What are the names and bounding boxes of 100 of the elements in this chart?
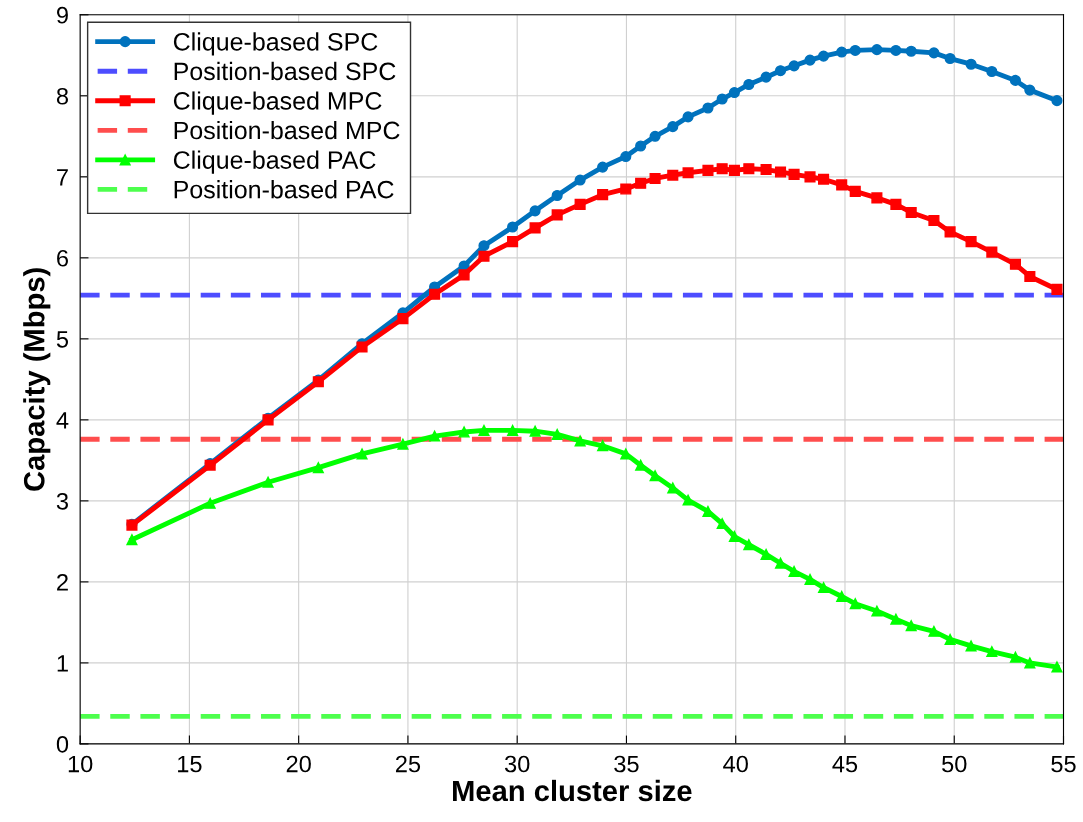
point bbox=[682, 494, 694, 506]
point bbox=[836, 46, 848, 58]
y-tick-label: 4 bbox=[56, 412, 69, 429]
y-tick-label: 9 bbox=[57, 6, 68, 24]
x-tick-label: 20 bbox=[286, 755, 311, 773]
legend-label: Clique-based MPC bbox=[173, 91, 382, 115]
x-tick-label: 45 bbox=[832, 755, 858, 773]
point bbox=[743, 539, 755, 551]
point bbox=[620, 183, 632, 195]
point bbox=[890, 198, 902, 210]
point bbox=[551, 428, 563, 440]
point bbox=[356, 448, 368, 460]
point bbox=[818, 50, 830, 62]
point bbox=[836, 179, 848, 191]
point bbox=[965, 640, 977, 652]
point bbox=[905, 206, 917, 219]
point bbox=[849, 598, 861, 610]
point bbox=[788, 565, 800, 577]
point bbox=[804, 54, 816, 66]
point bbox=[702, 164, 714, 176]
point bbox=[905, 45, 917, 57]
point bbox=[743, 78, 755, 91]
point bbox=[716, 163, 728, 175]
y-tick-label: 0 bbox=[56, 735, 69, 753]
point bbox=[1024, 84, 1036, 96]
point bbox=[126, 534, 138, 546]
point bbox=[429, 430, 441, 442]
legend-label: Position-based PAC bbox=[174, 180, 394, 199]
point bbox=[944, 633, 956, 645]
point bbox=[760, 163, 772, 176]
point bbox=[649, 470, 661, 482]
point bbox=[774, 166, 787, 178]
point bbox=[635, 177, 647, 189]
point bbox=[597, 440, 609, 452]
point bbox=[728, 87, 740, 99]
point bbox=[788, 60, 800, 72]
x-tick-label: 50 bbox=[942, 755, 967, 773]
point bbox=[804, 573, 816, 586]
legend-label: Position-based MPC bbox=[174, 120, 400, 140]
point bbox=[928, 47, 940, 59]
point bbox=[574, 198, 586, 210]
x-tick-label: 25 bbox=[395, 755, 421, 773]
y-axis-title: Capacity (Mbps) bbox=[23, 268, 51, 491]
point bbox=[1051, 661, 1063, 673]
point bbox=[716, 93, 728, 105]
point bbox=[649, 130, 661, 142]
x-axis-title: Mean cluster size bbox=[453, 779, 692, 802]
point bbox=[702, 102, 714, 114]
point bbox=[928, 215, 940, 227]
point bbox=[574, 174, 586, 186]
point bbox=[890, 44, 902, 56]
point bbox=[1051, 283, 1063, 295]
point bbox=[597, 189, 609, 201]
point bbox=[458, 426, 470, 438]
point bbox=[1051, 95, 1063, 107]
point bbox=[928, 625, 940, 637]
point bbox=[965, 236, 977, 248]
point bbox=[529, 222, 541, 234]
point bbox=[871, 44, 883, 56]
y-tick-label: 7 bbox=[57, 169, 68, 186]
point bbox=[507, 424, 519, 436]
point bbox=[1009, 651, 1021, 663]
point bbox=[682, 111, 694, 123]
legend-label: Position-based SPC bbox=[174, 61, 396, 81]
point bbox=[682, 167, 694, 179]
x-tick-label: 15 bbox=[178, 755, 202, 773]
point bbox=[818, 581, 830, 594]
point bbox=[743, 163, 755, 175]
x-tick-label: 40 bbox=[723, 755, 748, 773]
point bbox=[905, 620, 917, 632]
point bbox=[635, 140, 647, 152]
point bbox=[1009, 258, 1021, 270]
point bbox=[312, 462, 324, 474]
point bbox=[728, 164, 740, 176]
point bbox=[397, 438, 409, 450]
point bbox=[478, 424, 490, 436]
point bbox=[204, 497, 216, 509]
point bbox=[1024, 270, 1036, 283]
y-tick-label: 8 bbox=[56, 87, 69, 105]
point bbox=[760, 71, 772, 83]
point bbox=[620, 151, 632, 163]
point bbox=[849, 185, 861, 197]
legend-label: Clique-based SPC bbox=[173, 32, 378, 56]
point bbox=[836, 590, 848, 603]
x-tick-label: 10 bbox=[68, 755, 93, 773]
point bbox=[507, 221, 519, 233]
point bbox=[788, 168, 800, 180]
point bbox=[529, 425, 541, 437]
point bbox=[986, 645, 998, 658]
x-tick-label: 55 bbox=[1051, 755, 1076, 773]
point bbox=[890, 613, 902, 625]
point bbox=[478, 250, 490, 262]
y-tick-label: 1 bbox=[57, 655, 68, 672]
point bbox=[529, 205, 541, 217]
point bbox=[478, 240, 490, 252]
point bbox=[458, 269, 470, 281]
y-tick-label: 2 bbox=[57, 573, 68, 591]
point bbox=[507, 236, 519, 248]
point bbox=[944, 52, 956, 65]
point bbox=[1024, 657, 1036, 669]
